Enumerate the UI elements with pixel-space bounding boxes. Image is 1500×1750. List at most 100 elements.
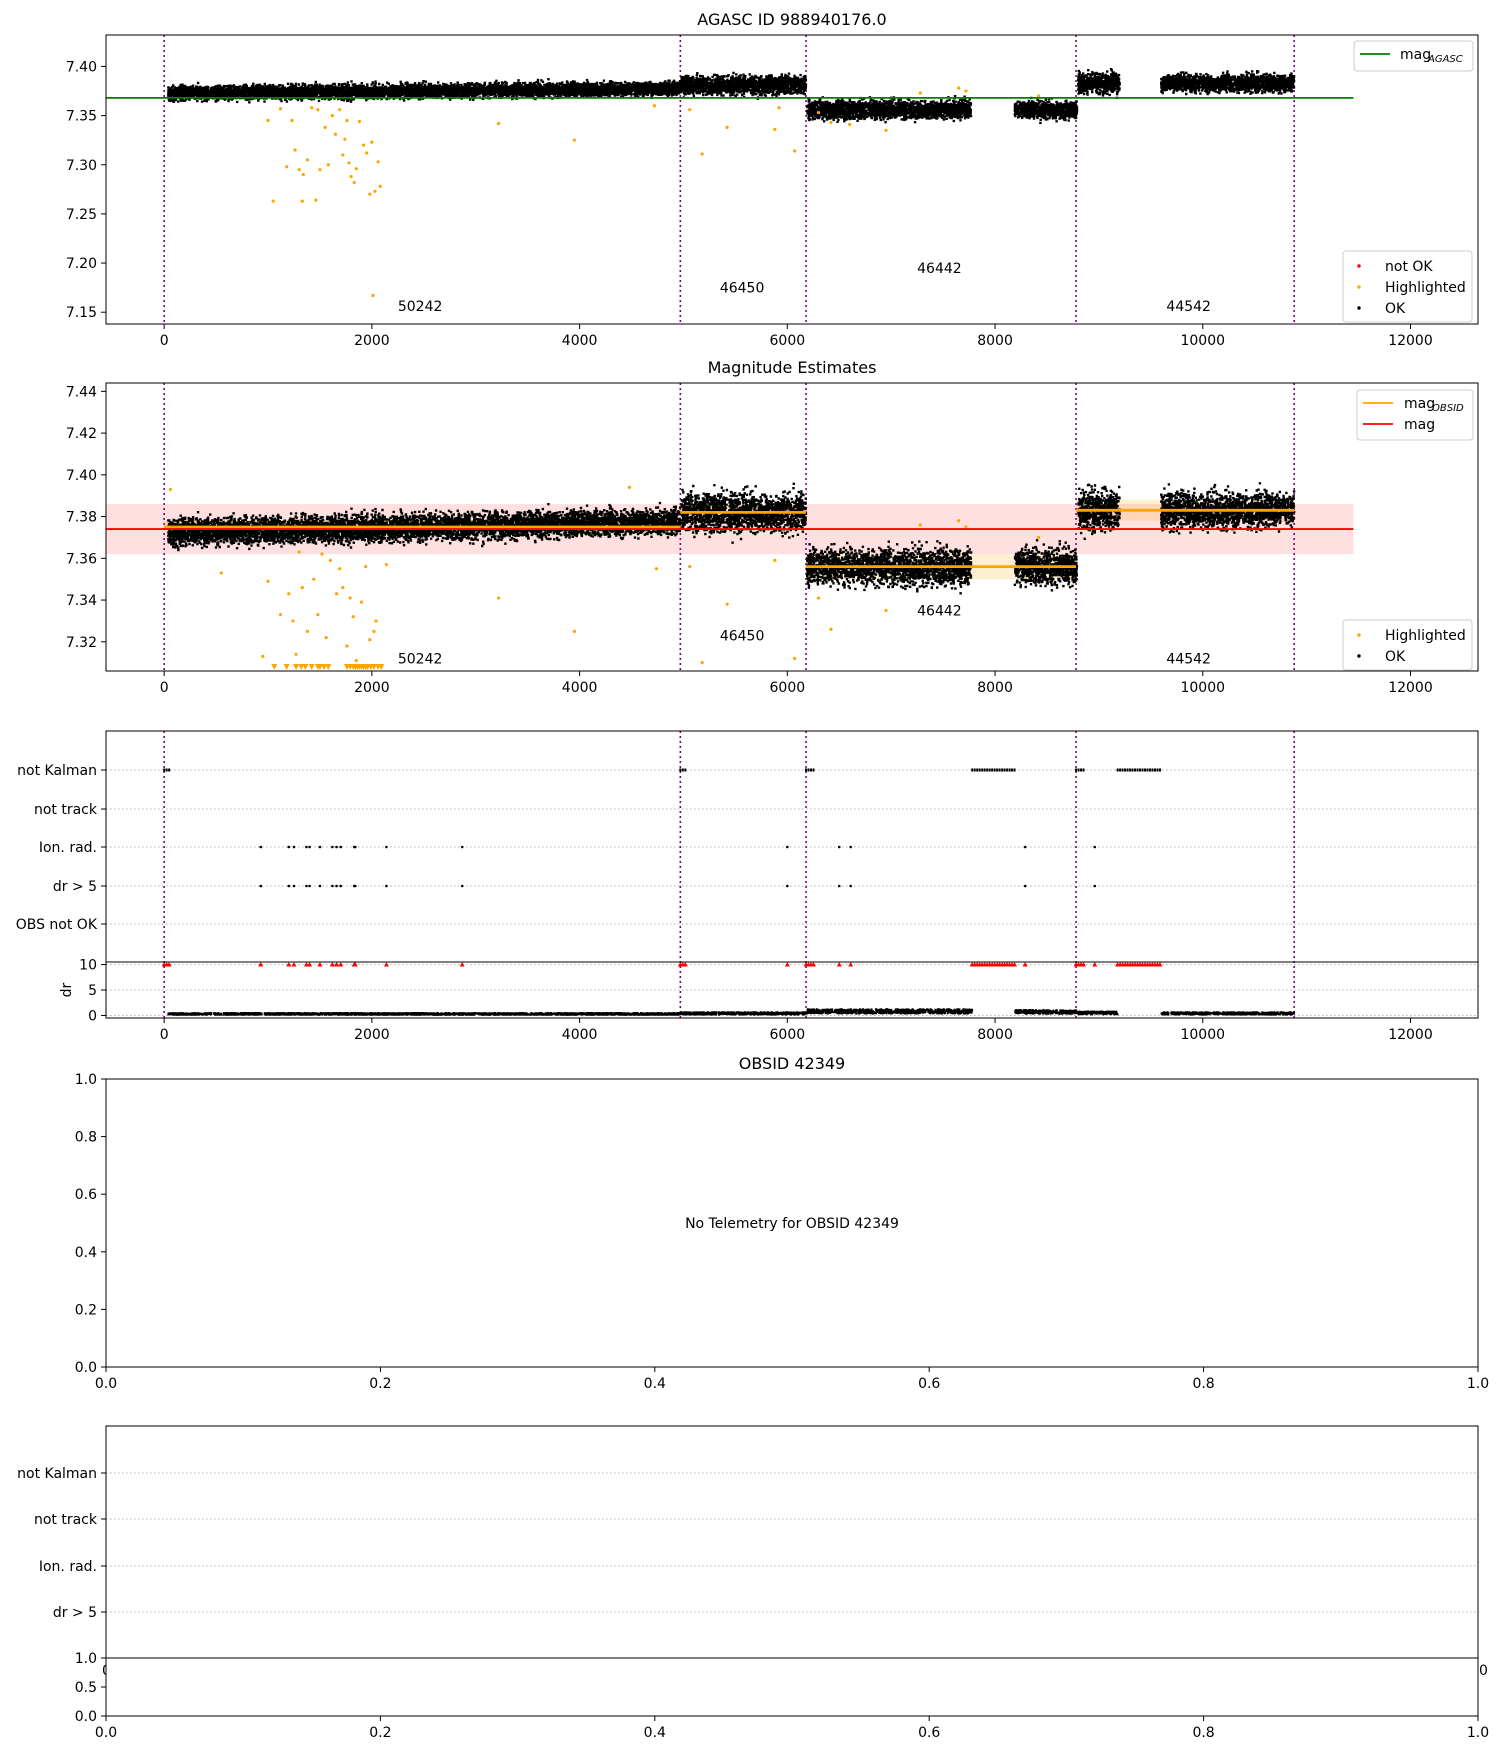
highlighted-point — [318, 168, 322, 172]
highlighted-point — [345, 118, 349, 123]
ion-rad-marker — [339, 845, 343, 849]
highlighted-point — [219, 571, 223, 575]
not-kalman-marker — [1124, 768, 1127, 772]
ion-rad-marker — [786, 845, 789, 849]
clipped-marker — [308, 664, 315, 670]
highlighted-point — [323, 125, 327, 130]
x-tick-label: 10000 — [1180, 680, 1225, 696]
y-tick-label: 0 — [88, 1008, 97, 1024]
clipped-marker — [283, 664, 290, 670]
not-kalman-marker — [1116, 768, 1119, 772]
ion-rad-marker — [335, 845, 338, 849]
ion-rad-marker — [353, 845, 357, 849]
ion-rad-marker — [849, 845, 852, 849]
y-tick-label: 7.40 — [66, 468, 97, 484]
clipped-marker — [293, 664, 300, 670]
highlighted-point — [359, 600, 364, 604]
highlighted-point — [334, 592, 339, 596]
highlighted-point — [168, 487, 172, 492]
not-kalman-marker — [1001, 768, 1004, 772]
not-kalman-marker — [1011, 768, 1014, 772]
y-tick-label: 7.40 — [66, 59, 97, 75]
not-kalman-marker — [1151, 768, 1154, 772]
axes-frame — [105, 382, 1479, 672]
flag-row-label: not Kalman — [17, 1466, 97, 1482]
highlighted-point — [285, 165, 289, 169]
x-tick-label: 8000 — [977, 680, 1013, 696]
x-tick-label: 0 — [160, 1027, 169, 1043]
dr-points — [1014, 1008, 1078, 1015]
x-tick-label: 0 — [160, 333, 169, 349]
highlighted-point — [287, 592, 291, 596]
y-tick-label: 0.0 — [75, 1709, 97, 1725]
highlighted-point — [627, 485, 632, 489]
highlighted-point — [324, 636, 328, 640]
highlighted-point — [918, 91, 922, 95]
highlighted-point — [378, 184, 382, 188]
ok-points — [680, 71, 808, 100]
no-telemetry-message: No Telemetry for OBSID 42349 — [685, 1216, 899, 1232]
legend-subscript: OBSID — [1432, 403, 1464, 414]
highlighted-point — [373, 189, 377, 193]
x-tick-label: 12000 — [1388, 333, 1433, 349]
dr-gt5-marker — [259, 884, 263, 888]
not-kalman-marker — [988, 768, 991, 772]
dr-points — [1160, 1011, 1295, 1016]
x-tick-label: 0.0 — [95, 1376, 117, 1392]
highlighted-point — [773, 127, 777, 131]
dr-clipped-marker — [1081, 962, 1087, 967]
x-tick-label: 0.0 — [95, 1725, 117, 1741]
dr-gt5-marker — [292, 884, 296, 888]
estimates-panel: Magnitude Estimates 50242 46450 46442 44542 m… — [66, 358, 1479, 696]
flag-row-label: dr > 5 — [53, 879, 97, 895]
x-tick-label: 0.4 — [644, 1376, 666, 1392]
highlighted-point — [1037, 535, 1041, 540]
highlighted-point — [777, 106, 781, 110]
y-tick-label: 7.15 — [66, 305, 97, 321]
not-kalman-marker — [986, 768, 989, 772]
highlighted-point — [957, 519, 961, 523]
highlighted-point — [1037, 94, 1041, 98]
legend-box — [1342, 250, 1473, 323]
dr-clipped-marker — [166, 962, 172, 967]
dr-clipped-marker — [383, 962, 389, 967]
highlighted-point — [688, 565, 692, 569]
highlighted-point — [688, 108, 692, 112]
legend-label: mag — [1404, 417, 1435, 433]
highlighted-point — [496, 121, 501, 126]
highlighted-point — [700, 152, 704, 156]
dr-gt5-marker — [353, 884, 357, 888]
ion-rad-marker — [460, 845, 464, 849]
x-tick-label: 4000 — [562, 333, 598, 349]
dr-points — [806, 1008, 974, 1015]
x-tick-label: 2000 — [354, 333, 390, 349]
clipped-marker — [321, 664, 328, 670]
highlighted-point — [368, 638, 372, 642]
x-tick-label: 2000 — [354, 680, 390, 696]
x-tick-label: 0.2 — [369, 1376, 391, 1392]
dr-gt5-marker — [837, 884, 841, 888]
highlighted-point — [816, 596, 821, 600]
not-kalman-marker — [971, 768, 974, 772]
highlighted-point — [316, 613, 320, 617]
legend-marker — [1357, 264, 1361, 268]
clipped-marker — [271, 664, 278, 670]
not-kalman-marker — [807, 768, 810, 772]
ion-rad-marker — [292, 845, 296, 849]
legend-marker — [1357, 306, 1361, 310]
highlighted-point — [964, 89, 968, 93]
flags-panel: not Kalman not track Ion. rad. dr > 5 OBS no… — [16, 730, 1479, 1043]
clipped-marker — [316, 664, 323, 670]
highlighted-point — [278, 613, 283, 617]
dr-points — [1077, 1010, 1119, 1016]
flag-row-label: not track — [34, 1512, 98, 1528]
legend-marker — [1357, 633, 1361, 637]
not-kalman-marker — [1146, 768, 1149, 772]
x-tick-label: 0 — [1479, 1663, 1488, 1679]
highlighted-point — [345, 644, 349, 648]
not-kalman-marker — [981, 768, 984, 772]
obsid-panel: OBSID 42349 No Telemetry for OBSID 42349 0… — [75, 1054, 1489, 1392]
not-kalman-marker — [976, 768, 979, 772]
x-tick-label: 2000 — [354, 1027, 390, 1043]
